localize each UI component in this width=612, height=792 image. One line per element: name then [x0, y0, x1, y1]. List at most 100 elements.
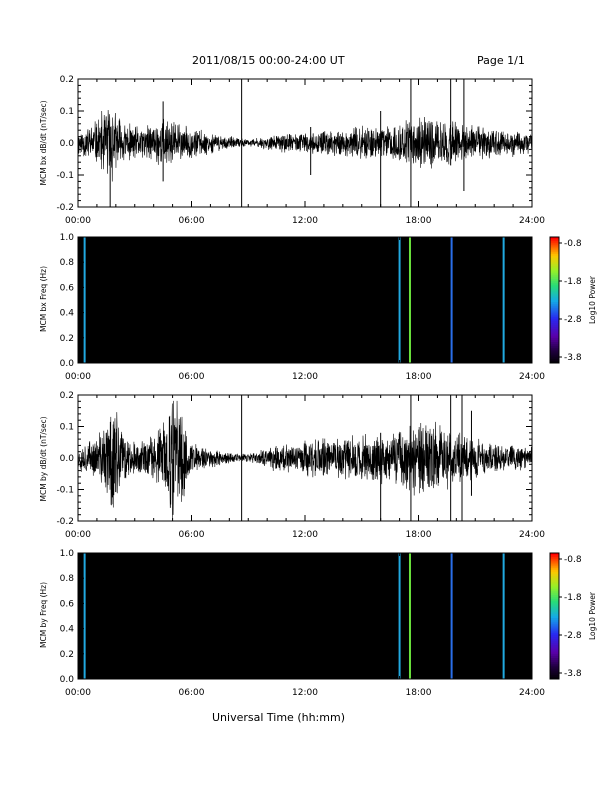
- colorbar-segment: [550, 237, 559, 240]
- panel-ylabel: MCM bx dB/dt (nT/sec): [39, 100, 48, 185]
- spectrogram-background: [78, 237, 532, 363]
- colorbar-segment: [550, 335, 559, 339]
- colorbar-segment: [550, 274, 559, 278]
- panel-bx-spectrogram: MCM bx Freq (Hz) 00:00 06:00 12:00 18:00 24:…: [39, 233, 597, 382]
- y-tick-label: 0.0: [60, 454, 75, 464]
- y-tick-label: 0.1: [60, 423, 74, 433]
- colorbar-segment: [550, 318, 559, 322]
- colorbar-segment: [550, 268, 559, 272]
- x-tick-label: 06:00: [179, 216, 205, 226]
- colorbar-segment: [550, 354, 559, 358]
- colorbar-segment: [550, 239, 559, 242]
- x-tick-label: 12:00: [292, 216, 318, 226]
- colorbar-tick-label: -0.8: [564, 239, 582, 249]
- colorbar-segment: [550, 293, 559, 297]
- colorbar-segment: [550, 243, 559, 246]
- colorbar-segment: [550, 329, 559, 332]
- colorbar-segment: [550, 264, 559, 267]
- plot-area: 00:00 06:00 12:00 18:00 24:001.00.80.60.40.2…: [60, 233, 597, 382]
- colorbar-tick-label: -3.8: [564, 353, 582, 363]
- panel-by-spectrogram: MCM by Freq (Hz) 00:00 06:00 12:00 18:00 24:…: [39, 549, 597, 698]
- y-tick-label: -0.1: [56, 486, 74, 496]
- y-tick-label: -0.2: [56, 517, 74, 527]
- y-tick-label: 0.0: [60, 359, 75, 369]
- colorbar-segment: [550, 260, 559, 263]
- colorbar-segment: [550, 255, 559, 259]
- colorbar-segment: [550, 346, 559, 349]
- colorbar-segment: [550, 289, 559, 293]
- colorbar-segment: [550, 323, 559, 326]
- colorbar-segment: [550, 333, 559, 337]
- y-tick-label: 0.2: [60, 391, 74, 401]
- x-tick-label: 00:00: [65, 530, 91, 540]
- colorbar-segment: [550, 321, 559, 324]
- y-tick-label: 0.0: [60, 139, 75, 149]
- y-tick-label: -0.2: [56, 203, 74, 213]
- colorbar-segment: [550, 272, 559, 276]
- plot-area: 00:00 06:00 12:00 18:00 24:00 0.2 0.1 0.0 -0.1 -0…: [56, 391, 545, 540]
- x-tick-label: 18:00: [406, 372, 432, 382]
- colorbar-label: Log10 Power: [588, 275, 597, 324]
- header-date-range: 2011/08/15 00:00-24:00 UT: [192, 54, 345, 67]
- colorbar-segment: [550, 285, 559, 288]
- dbdt-trace: [77, 400, 533, 522]
- y-tick-label: 0.2: [60, 334, 74, 344]
- colorbar-segment: [550, 295, 559, 299]
- x-tick-label: 24:00: [519, 372, 545, 382]
- colorbar-segment: [550, 350, 559, 353]
- colorbar-segment: [550, 291, 559, 295]
- colorbar-segment: [550, 348, 559, 351]
- x-tick-label: 24:00: [519, 216, 545, 226]
- colorbar-segment: [550, 356, 559, 360]
- x-tick-label: 00:00: [65, 372, 91, 382]
- header-page: Page 1/1: [477, 54, 525, 67]
- colorbar-segment: [550, 251, 559, 255]
- colorbar-segment: [550, 339, 559, 343]
- x-tick-label: 18:00: [406, 216, 432, 226]
- x-tick-label: 00:00: [65, 216, 91, 226]
- colorbar-segment: [550, 253, 559, 257]
- panel-bx-dbdt: MCM bx dB/dt (nT/sec) 00:00 06:00 12:00 18:…: [39, 75, 545, 226]
- colorbar-segment: [550, 304, 559, 307]
- colorbar-segment: [550, 325, 559, 328]
- colorbar-segment: [550, 302, 559, 305]
- colorbar-tick-label: -2.8: [564, 315, 582, 325]
- colorbar-segment: [550, 262, 559, 265]
- colorbar-segment: [550, 358, 559, 362]
- colorbar-segment: [550, 247, 559, 251]
- colorbar-segment: [550, 279, 559, 282]
- colorbar-segment: [550, 337, 559, 341]
- colorbar-segment: [550, 245, 559, 248]
- colorbar-segment: [550, 308, 559, 311]
- colorbar-segment: [550, 287, 559, 290]
- y-tick-label: 0.1: [60, 107, 74, 117]
- plot-area: 00:00 06:00 12:00 18:00 24:00 0.2 0.1 0.0 -0.1 -0…: [56, 75, 545, 226]
- colorbar-segment: [550, 314, 559, 318]
- colorbar-segment: [550, 258, 559, 261]
- x-tick-label: 12:00: [292, 530, 318, 540]
- panel-by-dbdt: MCM by dB/dt (nT/sec) 00:00 06:00 12:00 18:…: [39, 391, 545, 540]
- y-tick-label: 1.0: [60, 233, 75, 243]
- y-tick-label: 0.2: [60, 75, 74, 85]
- colorbar-segment: [550, 344, 559, 347]
- x-tick-label: 12:00: [292, 372, 318, 382]
- colorbar-segment: [550, 331, 559, 335]
- y-tick-label: 0.4: [60, 309, 75, 319]
- dbdt-trace: [77, 110, 533, 182]
- x-tick-label: 06:00: [179, 530, 205, 540]
- colorbar-segment: [550, 276, 559, 280]
- panel-ylabel: MCM by Freq (Hz): [39, 582, 48, 648]
- colorbar-segment: [550, 300, 559, 303]
- colorbar-frame: [549, 236, 560, 364]
- panel-ylabel: MCM bx Freq (Hz): [39, 266, 48, 332]
- colorbar-segment: [550, 342, 559, 345]
- colorbar-segment: [550, 281, 559, 284]
- plot-area: 00:00 06:00 12:00 18:00 24:001.00.80.60.40.2…: [60, 549, 597, 698]
- colorbar-segment: [550, 241, 559, 244]
- colorbar-segment: [550, 312, 559, 316]
- panel-ylabel: MCM by dB/dt (nT/sec): [39, 416, 48, 501]
- y-tick-label: 0.8: [60, 258, 75, 268]
- colorbar-segment: [550, 360, 559, 364]
- colorbar-segment: [550, 283, 559, 286]
